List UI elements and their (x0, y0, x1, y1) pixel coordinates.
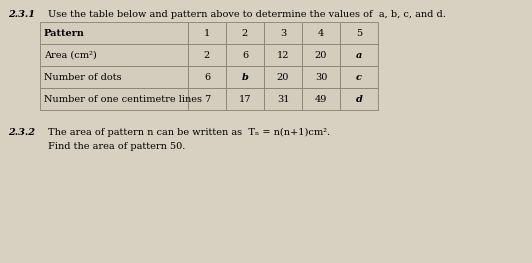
Bar (188, 66, 226, 88)
Bar (188, 44, 226, 66)
Text: b: b (242, 73, 248, 82)
Text: Number of one centimetre lines: Number of one centimetre lines (44, 94, 202, 104)
Bar (340, 22, 378, 44)
Bar (40, 44, 188, 66)
Bar (264, 44, 302, 66)
Text: 12: 12 (277, 50, 289, 59)
Bar (226, 22, 264, 44)
Bar (302, 66, 340, 88)
Text: 7: 7 (204, 94, 210, 104)
Bar (264, 66, 302, 88)
Bar (40, 22, 188, 44)
Bar (226, 66, 264, 88)
Text: 17: 17 (239, 94, 251, 104)
Text: 2: 2 (204, 50, 210, 59)
Text: Number of dots: Number of dots (44, 73, 122, 82)
Text: Use the table below and pattern above to determine the values of  a, b, c, and d: Use the table below and pattern above to… (48, 10, 446, 19)
Text: 2.3.1: 2.3.1 (8, 10, 35, 19)
Text: 2: 2 (242, 28, 248, 38)
Text: 20: 20 (277, 73, 289, 82)
Bar (302, 88, 340, 110)
Bar (264, 22, 302, 44)
Text: 5: 5 (356, 28, 362, 38)
Text: Pattern: Pattern (44, 28, 85, 38)
Text: 4: 4 (318, 28, 324, 38)
Bar (40, 66, 188, 88)
Text: Find the area of pattern 50.: Find the area of pattern 50. (48, 142, 185, 151)
Bar (340, 88, 378, 110)
Text: The area of pattern n can be written as  Tₙ = n(n+1)cm².: The area of pattern n can be written as … (48, 128, 330, 137)
Text: 3: 3 (280, 28, 286, 38)
Text: 6: 6 (204, 73, 210, 82)
Bar (226, 88, 264, 110)
Bar (340, 66, 378, 88)
Text: d: d (355, 94, 362, 104)
Text: Area (cm²): Area (cm²) (44, 50, 97, 59)
Text: c: c (356, 73, 362, 82)
Text: a: a (356, 50, 362, 59)
Text: 6: 6 (242, 50, 248, 59)
Bar (188, 22, 226, 44)
Bar (302, 22, 340, 44)
Bar (188, 88, 226, 110)
Text: 20: 20 (315, 50, 327, 59)
Bar (302, 44, 340, 66)
Text: 30: 30 (315, 73, 327, 82)
Bar (226, 44, 264, 66)
Bar (264, 88, 302, 110)
Text: 49: 49 (315, 94, 327, 104)
Text: 31: 31 (277, 94, 289, 104)
Text: 2.3.2: 2.3.2 (8, 128, 35, 137)
Bar (340, 44, 378, 66)
Text: 1: 1 (204, 28, 210, 38)
Bar (40, 88, 188, 110)
